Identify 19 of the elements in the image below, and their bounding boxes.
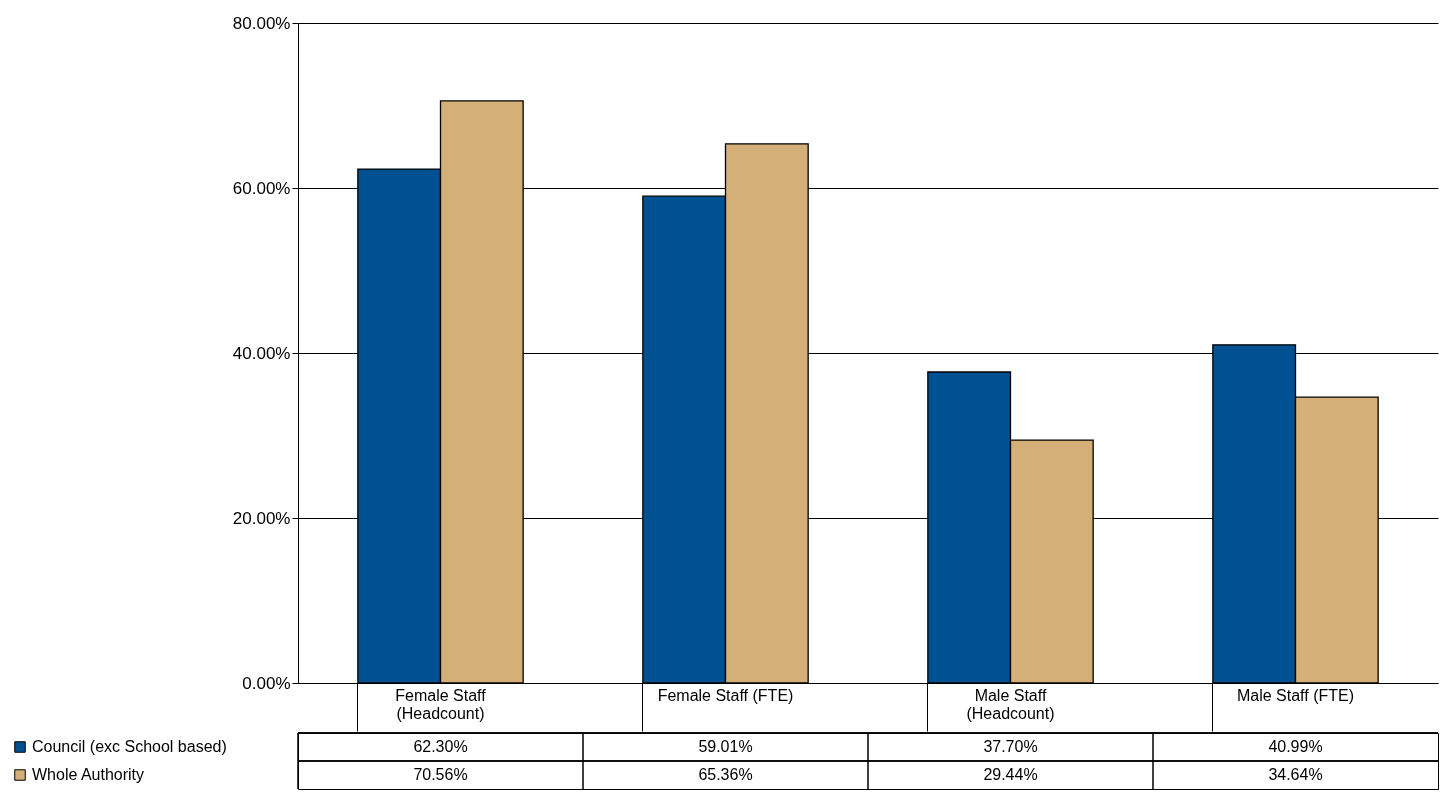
x-tick-label: Female Staff (FTE) <box>657 686 794 704</box>
y-tick-label: 60.00% <box>232 178 291 198</box>
y-tick-label: 0.00% <box>242 673 291 693</box>
y-tick-label: 80.00% <box>232 13 291 33</box>
x-tick-label: Female Staff (Headcount) <box>395 686 487 722</box>
y-tick-label: 40.00% <box>232 343 291 363</box>
x-tick-label: Male Staff (Headcount) <box>966 686 1055 722</box>
data-label: 29.44% <box>983 766 1038 783</box>
data-label: 65.36% <box>698 766 753 783</box>
data-label: 62.30% <box>413 738 468 755</box>
data-label: 40.99% <box>1268 738 1323 755</box>
data-label: 59.01% <box>698 738 753 755</box>
data-label: 34.64% <box>1268 766 1323 783</box>
x-tick-label: Male Staff (FTE) <box>1236 686 1355 704</box>
data-label: 37.70% <box>983 738 1038 755</box>
legend-label: Whole Authority <box>32 766 145 783</box>
data-label: 70.56% <box>413 766 468 783</box>
y-tick-label: 20.00% <box>232 508 291 528</box>
legend-label: Council (exc School based) <box>32 738 227 755</box>
